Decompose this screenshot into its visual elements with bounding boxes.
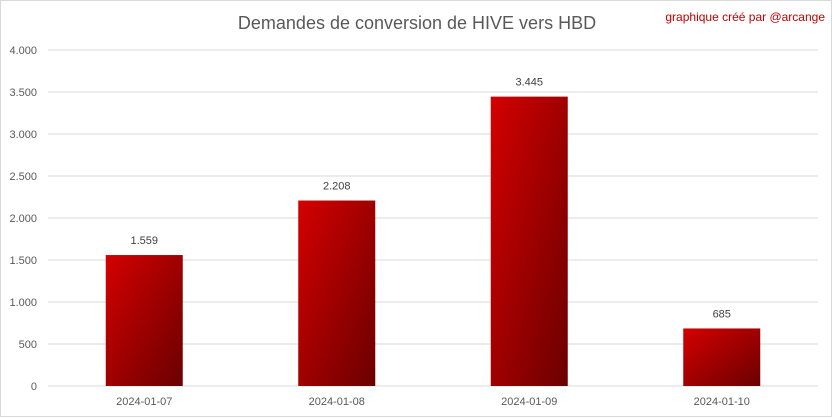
bar xyxy=(298,200,376,386)
data-labels: 1.559 2.208 3.445 685 xyxy=(130,77,730,321)
x-tick-label: 2024-01-07 xyxy=(116,396,172,408)
bar xyxy=(683,328,761,386)
bars xyxy=(105,96,761,387)
x-axis-ticks: 2024-01-07 2024-01-08 2024-01-09 2024-01-10 xyxy=(116,396,750,408)
bar xyxy=(105,255,183,386)
y-tick-label: 500 xyxy=(19,339,37,351)
y-tick-label: 3.000 xyxy=(9,129,37,141)
y-tick-label: 1.000 xyxy=(9,297,37,309)
data-label: 2.208 xyxy=(323,181,351,193)
y-tick-label: 2.000 xyxy=(9,213,37,225)
data-label: 3.445 xyxy=(515,77,543,89)
chart-credit: graphique créé par @arcange xyxy=(665,10,825,24)
data-label: 685 xyxy=(713,308,731,320)
x-tick-label: 2024-01-09 xyxy=(501,396,557,408)
y-tick-label: 4.000 xyxy=(9,45,37,57)
y-axis-ticks: 0 500 1.000 1.500 2.000 2.500 3.000 3.500 4.000 xyxy=(9,45,37,393)
y-tick-label: 1.500 xyxy=(9,255,37,267)
y-tick-label: 0 xyxy=(31,381,37,393)
y-tick-label: 3.500 xyxy=(9,87,37,99)
data-label: 1.559 xyxy=(130,235,158,247)
y-tick-label: 2.500 xyxy=(9,171,37,183)
x-tick-label: 2024-01-10 xyxy=(694,396,750,408)
x-tick-label: 2024-01-08 xyxy=(309,396,365,408)
bar xyxy=(490,96,568,387)
chart-title: Demandes de conversion de HIVE vers HBD xyxy=(237,13,597,33)
